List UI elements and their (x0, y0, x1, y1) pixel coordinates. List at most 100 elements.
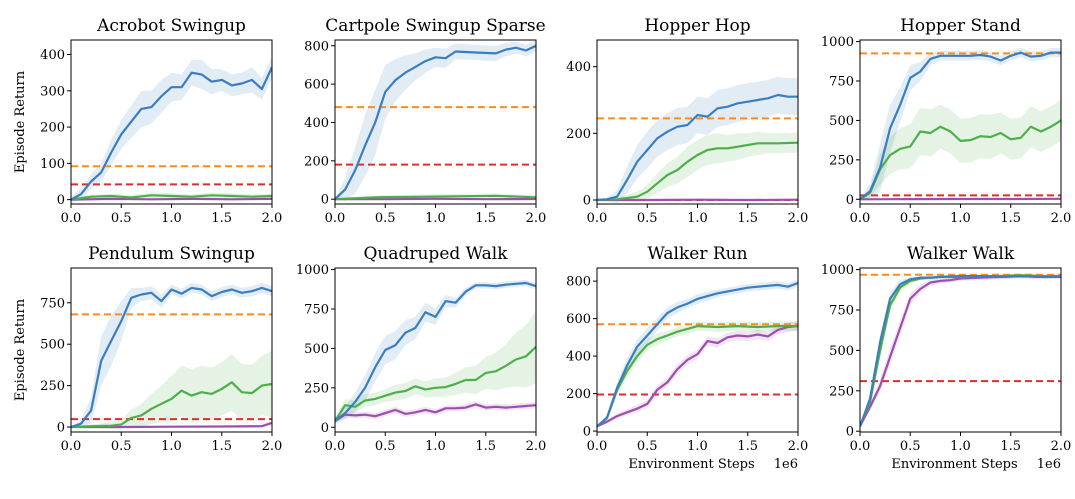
chart-6-title: Walker Run (647, 244, 747, 264)
chart-0-xtick-label: 0.5 (111, 211, 132, 226)
chart-4-panel: 0.0 0.5 1.0 1.5 2.0 0 250 500 750 Pendulum Swingu… (13, 244, 282, 454)
chart-6-xtick-label: 1.5 (737, 439, 758, 454)
chart-6-ytick-label: 400 (566, 350, 591, 365)
chart-1-ytick-label: 400 (304, 116, 329, 131)
chart-7-x-offset-label: 1e6 (1037, 457, 1061, 472)
chart-5-ytick-label: 500 (304, 342, 329, 357)
chart-4-xtick-label: 1.5 (211, 439, 232, 454)
chart-5-blue-band (335, 279, 536, 425)
chart-0-ytick-label: 400 (40, 48, 65, 63)
chart-7-title: Walker Walk (907, 244, 1015, 264)
chart-1-xtick-label: 0.0 (325, 211, 346, 226)
chart-6-ytick-label: 200 (566, 387, 591, 402)
chart-2-xtick-label: 2.0 (788, 211, 809, 226)
chart-3-ytick-label: 1000 (821, 35, 854, 50)
chart-1-xtick-label: 0.5 (375, 211, 396, 226)
chart-2-blue-band (597, 76, 798, 204)
chart-3-xtick-label: 1.5 (1000, 211, 1021, 226)
chart-6-green-band (597, 321, 798, 428)
chart-2-xtick-label: 1.5 (737, 211, 758, 226)
chart-5-panel: 0.0 0.5 1.0 1.5 2.0 0 250 500 750 1000 Quadruped W… (296, 244, 546, 454)
chart-4-green-band (71, 350, 272, 430)
chart-0-data-layer (71, 56, 272, 204)
chart-3-title: Hopper Stand (900, 16, 1021, 36)
chart-4-title: Pendulum Swingup (88, 244, 255, 264)
chart-6-purple-band (597, 321, 798, 428)
chart-5-xtick-label: 0.0 (325, 439, 346, 454)
chart-3-blue-line (860, 51, 1061, 201)
chart-7-xtick-label: 1.0 (950, 439, 971, 454)
chart-7-ytick-label: 0 (846, 425, 854, 440)
chart-3-data-layer (860, 47, 1061, 201)
chart-2-title: Hopper Hop (644, 16, 750, 36)
chart-6-xlabel: Environment Steps (628, 457, 754, 472)
chart-7-xtick-label: 0.5 (900, 439, 921, 454)
chart-7-xlabel: Environment Steps (891, 457, 1017, 472)
chart-6-ytick-label: 800 (566, 275, 591, 290)
chart-4-xtick-label: 0.0 (61, 439, 82, 454)
chart-0-title: Acrobot Swingup (96, 16, 246, 36)
chart-3-ytick-label: 0 (846, 193, 854, 208)
chart-0-ylabel: Episode Return (13, 70, 28, 173)
chart-3-green-band (860, 99, 1061, 200)
chart-6-x-offset-label: 1e6 (774, 457, 798, 472)
chart-7-ytick-label: 250 (829, 384, 854, 399)
chart-3-xtick-label: 0.5 (900, 211, 921, 226)
chart-1-blue-line (335, 44, 536, 200)
chart-1-data-layer (335, 40, 536, 202)
chart-1-title: Cartpole Swingup Sparse (325, 16, 545, 36)
chart-7-ytick-label: 750 (829, 304, 854, 319)
chart-4-data-layer (71, 282, 272, 430)
chart-3-purple-line (860, 197, 1061, 201)
chart-1-ytick-label: 800 (304, 39, 329, 54)
chart-5-xtick-label: 2.0 (526, 439, 547, 454)
chart-0-xtick-label: 1.5 (211, 211, 232, 226)
chart-5-data-layer (335, 279, 536, 425)
chart-5-xtick-label: 1.0 (425, 439, 446, 454)
chart-1-blue-band (335, 40, 536, 202)
chart-5-xtick-label: 1.5 (475, 439, 496, 454)
chart-0-blue-band (71, 56, 272, 204)
chart-2-green-band (597, 131, 798, 202)
chart-7-blue-line (860, 275, 1061, 427)
chart-5-ytick-label: 0 (321, 421, 329, 436)
chart-4-ytick-label: 250 (40, 379, 65, 394)
chart-0-xtick-label: 2.0 (262, 211, 283, 226)
chart-4-ytick-label: 500 (40, 338, 65, 353)
chart-3-blue-band (860, 47, 1061, 200)
chart-4-ytick-label: 750 (40, 296, 65, 311)
chart-3-green-line (860, 119, 1061, 201)
chart-1-green-line (335, 194, 536, 201)
chart-5-xtick-label: 0.5 (375, 439, 396, 454)
chart-6-blue-line (597, 281, 798, 428)
chart-1-ytick-label: 0 (321, 193, 329, 208)
chart-0-xtick-label: 1.0 (161, 211, 182, 226)
chart-5-title: Quadruped Walk (363, 244, 508, 264)
chart-1-xtick-label: 1.5 (475, 211, 496, 226)
chart-2-blue-line (597, 93, 798, 202)
chart-0-purple-line (71, 197, 272, 201)
chart-5-green-line (335, 346, 536, 422)
chart-4-xtick-label: 2.0 (262, 439, 283, 454)
chart-7-xtick-label: 2.0 (1051, 439, 1072, 454)
chart-1-xtick-label: 1.0 (425, 211, 446, 226)
chart-2-panel: 0.0 0.5 1.0 1.5 2.0 0 200 400 Hopper Hop (566, 16, 808, 226)
chart-7-ytick-label: 1000 (821, 263, 854, 278)
chart-3-panel: 0.0 0.5 1.0 1.5 2.0 0 250 500 750 1000 Hopper Stan… (821, 16, 1071, 226)
chart-5-ytick-label: 250 (304, 381, 329, 396)
chart-4-green-line (71, 381, 272, 429)
chart-4-purple-line (71, 421, 272, 429)
chart-7-ytick-label: 500 (829, 344, 854, 359)
chart-2-data-layer (597, 76, 798, 204)
chart-4-ytick-label: 0 (57, 421, 65, 436)
chart-3-xtick-label: 1.0 (950, 211, 971, 226)
chart-5-ytick-label: 1000 (296, 263, 329, 278)
chart-6-xtick-label: 1.0 (687, 439, 708, 454)
chart-3-xtick-label: 0.0 (850, 211, 871, 226)
chart-6-purple-line (597, 325, 798, 428)
chart-6-xtick-label: 0.5 (637, 439, 658, 454)
chart-4-blue-line (71, 286, 272, 429)
chart-6-ytick-label: 600 (566, 312, 591, 327)
chart-0-ytick-label: 300 (40, 84, 65, 99)
